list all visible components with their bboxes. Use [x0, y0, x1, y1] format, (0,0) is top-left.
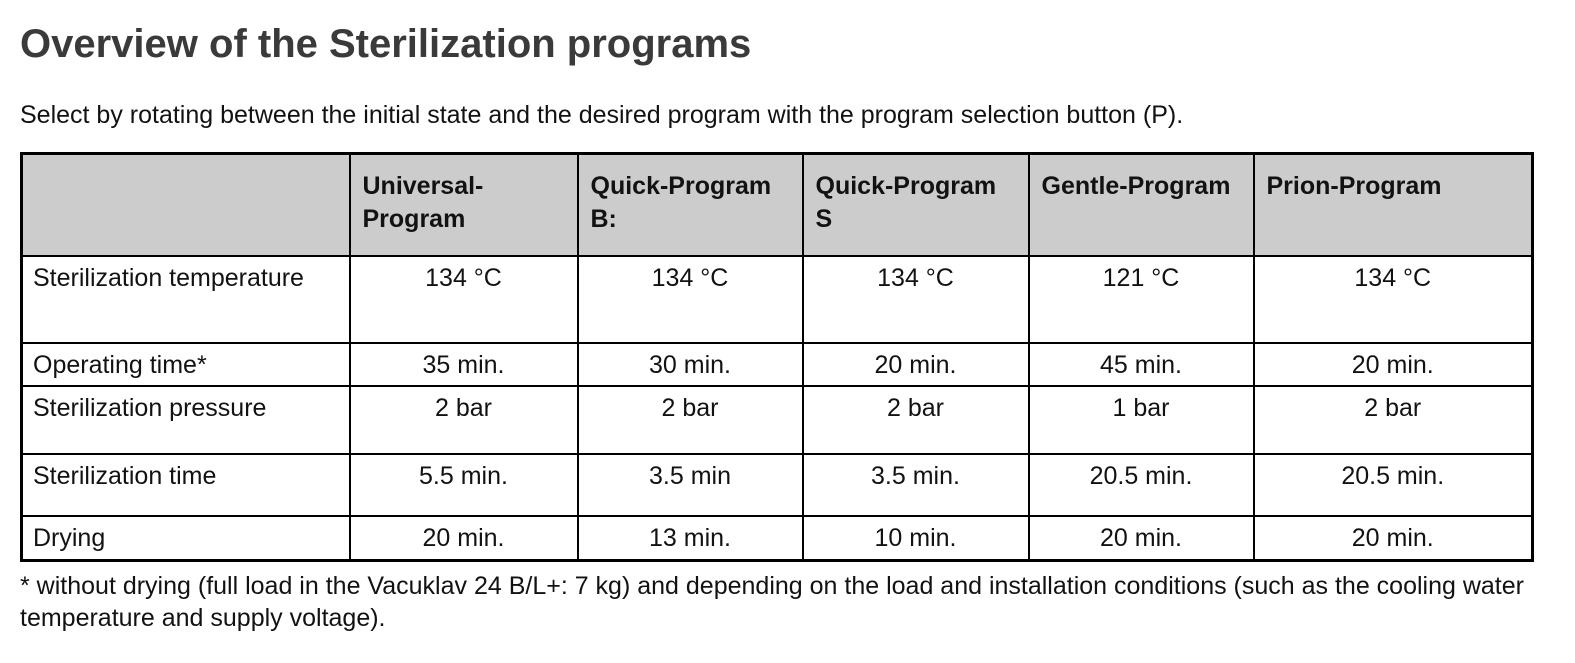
value-cell: 20 min.	[1252, 341, 1534, 387]
row-label-operating-time: Operating time*	[20, 341, 351, 387]
value-cell: 2 bar	[576, 385, 804, 455]
value-cell: 35 min.	[348, 341, 579, 387]
column-header-gentle-program: Gentle-Program	[1027, 152, 1255, 257]
table-row-sterilization-pressure: Sterilization pressure 2 bar 2 bar 2 bar…	[20, 385, 1534, 455]
value-cell: 134 °C	[576, 254, 804, 344]
column-header-quick-program-s: Quick-Program S	[801, 152, 1030, 257]
value-cell: 2 bar	[801, 385, 1030, 455]
table-row-sterilization-temperature: Sterilization temperature 134 °C 134 °C …	[20, 254, 1534, 344]
value-cell: 134 °C	[1252, 254, 1534, 344]
table-row-drying: Drying 20 min. 13 min. 10 min. 20 min. 2…	[20, 515, 1534, 561]
table-row-operating-time: Operating time* 35 min. 30 min. 20 min. …	[20, 341, 1534, 387]
table-header-row: Universal-Program Quick-Program B: Quick…	[20, 152, 1534, 257]
intro-text: Select by rotating between the initial s…	[20, 101, 1184, 129]
value-cell: 20.5 min.	[1027, 453, 1255, 517]
row-label-sterilization-time: Sterilization time	[20, 453, 351, 517]
footnote-text: * without drying (full load in the Vacuk…	[20, 571, 1524, 633]
value-cell: 20 min.	[801, 341, 1030, 387]
value-cell: 13 min.	[576, 515, 804, 561]
value-cell: 20 min.	[348, 515, 579, 561]
value-cell: 134 °C	[348, 254, 579, 344]
value-cell: 3.5 min.	[801, 453, 1030, 517]
value-cell: 10 min.	[801, 515, 1030, 561]
column-header-quick-program-b: Quick-Program B:	[576, 152, 804, 257]
row-label-sterilization-temperature: Sterilization temperature	[20, 254, 351, 344]
value-cell: 134 °C	[801, 254, 1030, 344]
value-cell: 121 °C	[1027, 254, 1255, 344]
table-row-sterilization-time: Sterilization time 5.5 min. 3.5 min 3.5 …	[20, 453, 1534, 517]
value-cell: 30 min.	[576, 341, 804, 387]
value-cell: 20.5 min.	[1252, 453, 1534, 517]
value-cell: 3.5 min	[576, 453, 804, 517]
value-cell: 20 min.	[1252, 515, 1534, 561]
page-title: Overview of the Sterilization programs	[20, 22, 752, 66]
value-cell: 2 bar	[1252, 385, 1534, 455]
value-cell: 45 min.	[1027, 341, 1255, 387]
value-cell: 20 min.	[1027, 515, 1255, 561]
row-label-sterilization-pressure: Sterilization pressure	[20, 385, 351, 455]
sterilization-programs-table: Universal-Program Quick-Program B: Quick…	[20, 152, 1534, 562]
column-header-prion-program: Prion-Program	[1252, 152, 1534, 257]
value-cell: 1 bar	[1027, 385, 1255, 455]
corner-header-cell	[20, 152, 351, 257]
column-header-universal-program: Universal-Program	[348, 152, 579, 257]
value-cell: 2 bar	[348, 385, 579, 455]
row-label-drying: Drying	[20, 515, 351, 561]
value-cell: 5.5 min.	[348, 453, 579, 517]
